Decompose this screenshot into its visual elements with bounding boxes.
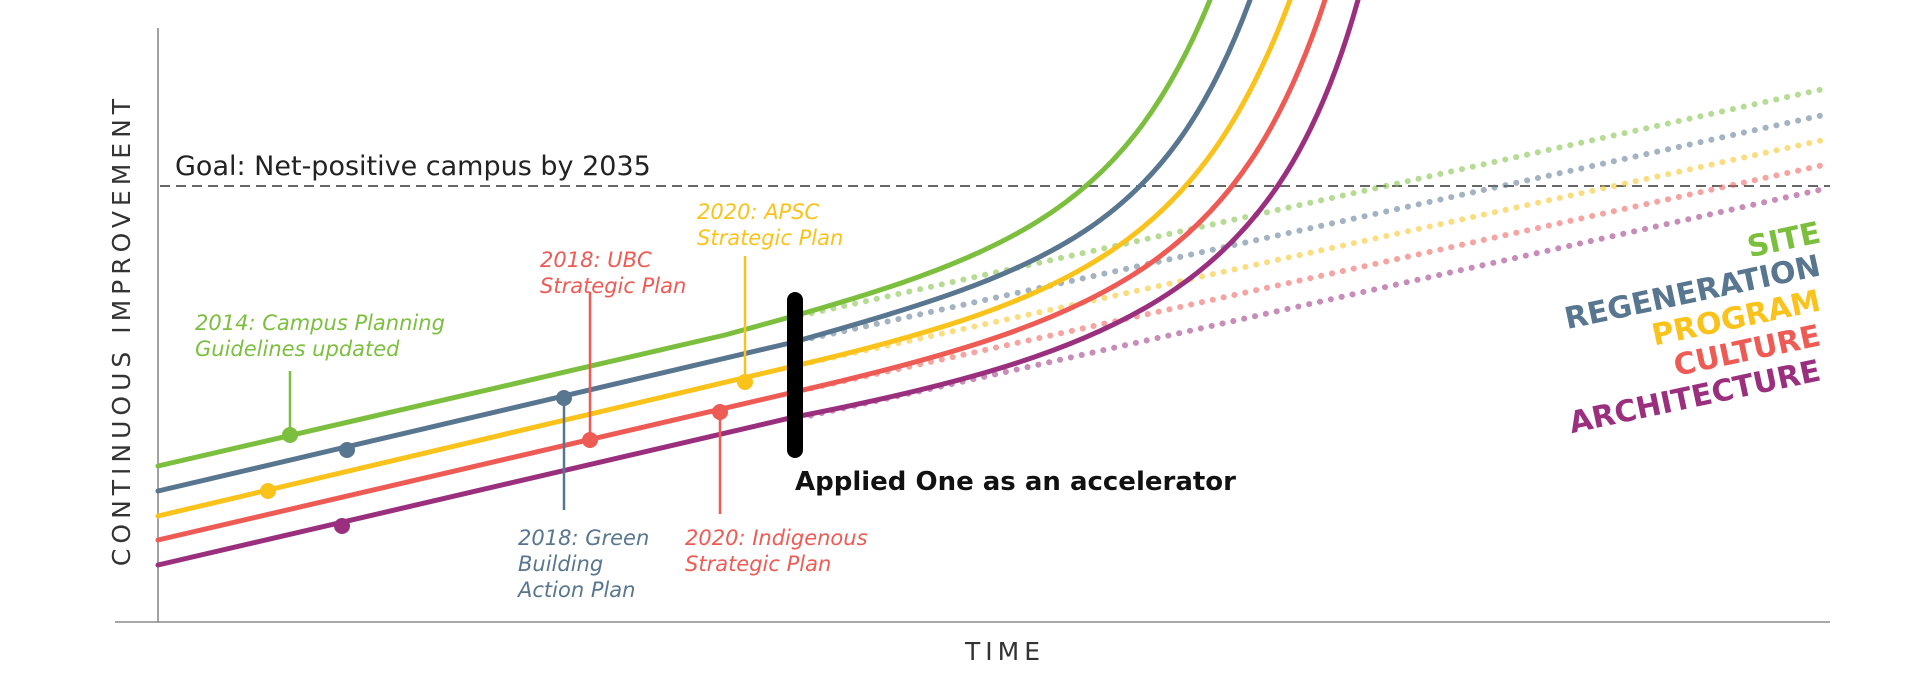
milestone-label-indigenous-1: 2020: Indigenous: [685, 526, 868, 550]
projection-architecture: [797, 185, 1831, 421]
projection-culture: [787, 161, 1831, 396]
curve-regeneration: [155, 0, 1253, 494]
milestone-dot-green-building: [556, 390, 572, 406]
milestone-dot-site: [282, 427, 298, 443]
projection-program: [787, 136, 1831, 370]
milestone-dot-architecture: [334, 518, 350, 534]
milestone-label-apsc-2: Strategic Plan: [697, 226, 843, 250]
accelerator-label: Applied One as an accelerator: [795, 467, 1236, 497]
milestone-label-ubc-1: 2018: UBC: [540, 248, 652, 272]
milestone-dot-apsc: [737, 374, 753, 390]
milestone-dot-ubc: [582, 432, 598, 448]
y-axis-label: CONTINUOUS IMPROVEMENT: [107, 94, 136, 566]
milestone-label-green-building-2: Building: [518, 552, 603, 576]
x-axis-label: TIME: [964, 637, 1045, 666]
milestone-label-green-building-1: 2018: Green: [518, 526, 649, 550]
milestone-label-apsc-1: 2020: APSC: [697, 200, 820, 224]
milestone-label-green-building-3: Action Plan: [516, 578, 636, 602]
milestone-dot-regeneration-early: [339, 442, 355, 458]
milestone-label-site-2: Guidelines updated: [195, 337, 400, 361]
curve-architecture: [155, 0, 1361, 568]
goal-label: Goal: Net-positive campus by 2035: [175, 151, 651, 182]
milestone-label-site-1: 2014: Campus Planning: [195, 311, 445, 335]
curve-site: [155, 0, 1213, 469]
milestone-label-ubc-2: Strategic Plan: [540, 274, 686, 298]
curve-culture: [155, 0, 1328, 543]
milestone-label-indigenous-2: Strategic Plan: [685, 552, 831, 576]
projection-site: [787, 85, 1831, 321]
curve-program: [155, 0, 1293, 519]
milestone-dot-program-early: [260, 483, 276, 499]
projection-regeneration: [787, 111, 1831, 346]
milestone-dot-indigenous: [712, 404, 728, 420]
